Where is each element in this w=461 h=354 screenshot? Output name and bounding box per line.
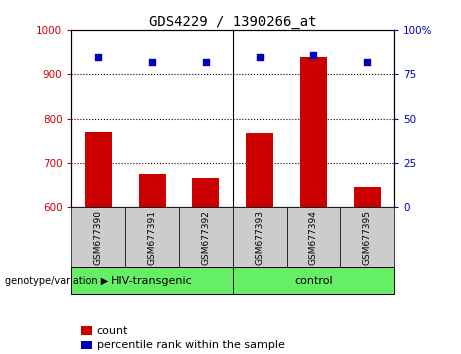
Bar [81, 326, 92, 335]
Point [95, 54, 102, 59]
Bar [71, 267, 233, 294]
Point [256, 54, 263, 59]
Text: percentile rank within the sample: percentile rank within the sample [97, 340, 285, 350]
Text: GSM677395: GSM677395 [363, 210, 372, 265]
Bar [81, 341, 92, 349]
Bar [300, 57, 327, 207]
Text: GSM677392: GSM677392 [201, 210, 210, 265]
Bar [287, 207, 340, 267]
Text: count: count [97, 326, 128, 336]
Text: genotype/variation ▶: genotype/variation ▶ [5, 275, 108, 286]
Text: control: control [294, 275, 333, 286]
Point [310, 52, 317, 58]
Point [148, 59, 156, 65]
Bar [340, 207, 394, 267]
Text: GSM677390: GSM677390 [94, 210, 103, 265]
Bar [193, 178, 219, 207]
Text: HIV-transgenic: HIV-transgenic [111, 275, 193, 286]
Text: GSM677394: GSM677394 [309, 210, 318, 265]
Bar [85, 132, 112, 207]
Point [202, 59, 210, 65]
Text: GSM677391: GSM677391 [148, 210, 157, 265]
Bar [125, 207, 179, 267]
Title: GDS4229 / 1390266_at: GDS4229 / 1390266_at [149, 15, 317, 29]
Bar [354, 187, 381, 207]
Bar [246, 133, 273, 207]
Bar [179, 207, 233, 267]
Bar [233, 267, 394, 294]
Text: GSM677393: GSM677393 [255, 210, 264, 265]
Point [364, 59, 371, 65]
Bar [233, 207, 287, 267]
Bar [139, 174, 165, 207]
Bar [71, 207, 125, 267]
